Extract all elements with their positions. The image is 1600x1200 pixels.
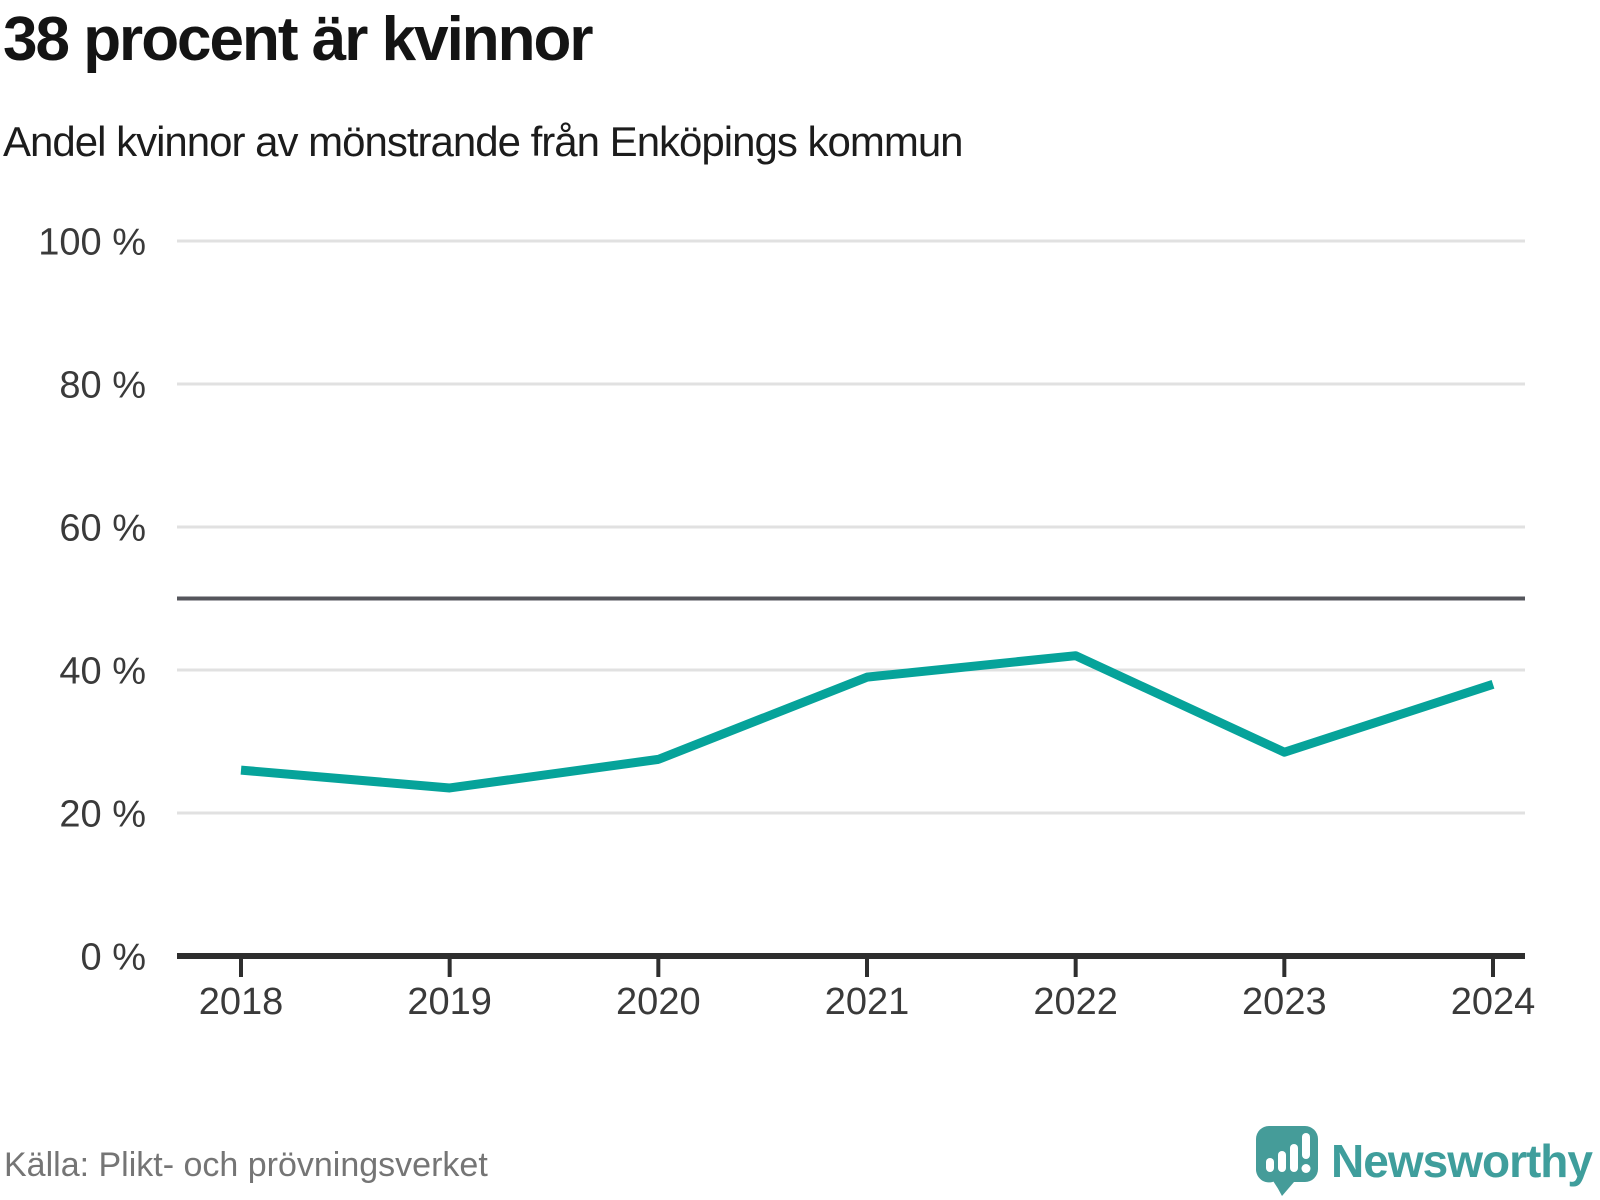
x-axis-label-2021: 2021: [825, 981, 910, 1023]
x-axis-label-2022: 2022: [1033, 981, 1118, 1023]
y-axis-label-0: 0 %: [81, 936, 146, 978]
source-note: Källa: Plikt- och prövningsverket: [4, 1146, 488, 1184]
data-line-andel-kvinnor-av-m-nstrande: [240, 651, 1495, 793]
newsworthy-logo: Newsworthy: [1256, 1126, 1593, 1196]
x-axis-label-2020: 2020: [616, 981, 701, 1023]
newsworthy-wordmark: Newsworthy: [1331, 1135, 1593, 1187]
y-axis-label-100: 100 %: [38, 221, 146, 263]
y-axis-label-40: 40 %: [59, 650, 146, 692]
newsworthy-speech-bubble-bar-chart-icon: [1256, 1126, 1319, 1196]
x-axis-label-2023: 2023: [1242, 981, 1327, 1023]
x-axis-label-2019: 2019: [407, 981, 492, 1023]
chart-subtitle: Andel kvinnor av mönstrande från Enköpin…: [3, 118, 964, 165]
y-axis-label-20: 20 %: [59, 793, 146, 835]
chart-title: 38 procent är kvinnor: [3, 5, 594, 74]
y-axis-label-60: 60 %: [59, 507, 146, 549]
x-axis-label-2024: 2024: [1451, 981, 1536, 1023]
x-axis-label-2018: 2018: [199, 981, 284, 1023]
y-axis-label-80: 80 %: [59, 364, 146, 406]
